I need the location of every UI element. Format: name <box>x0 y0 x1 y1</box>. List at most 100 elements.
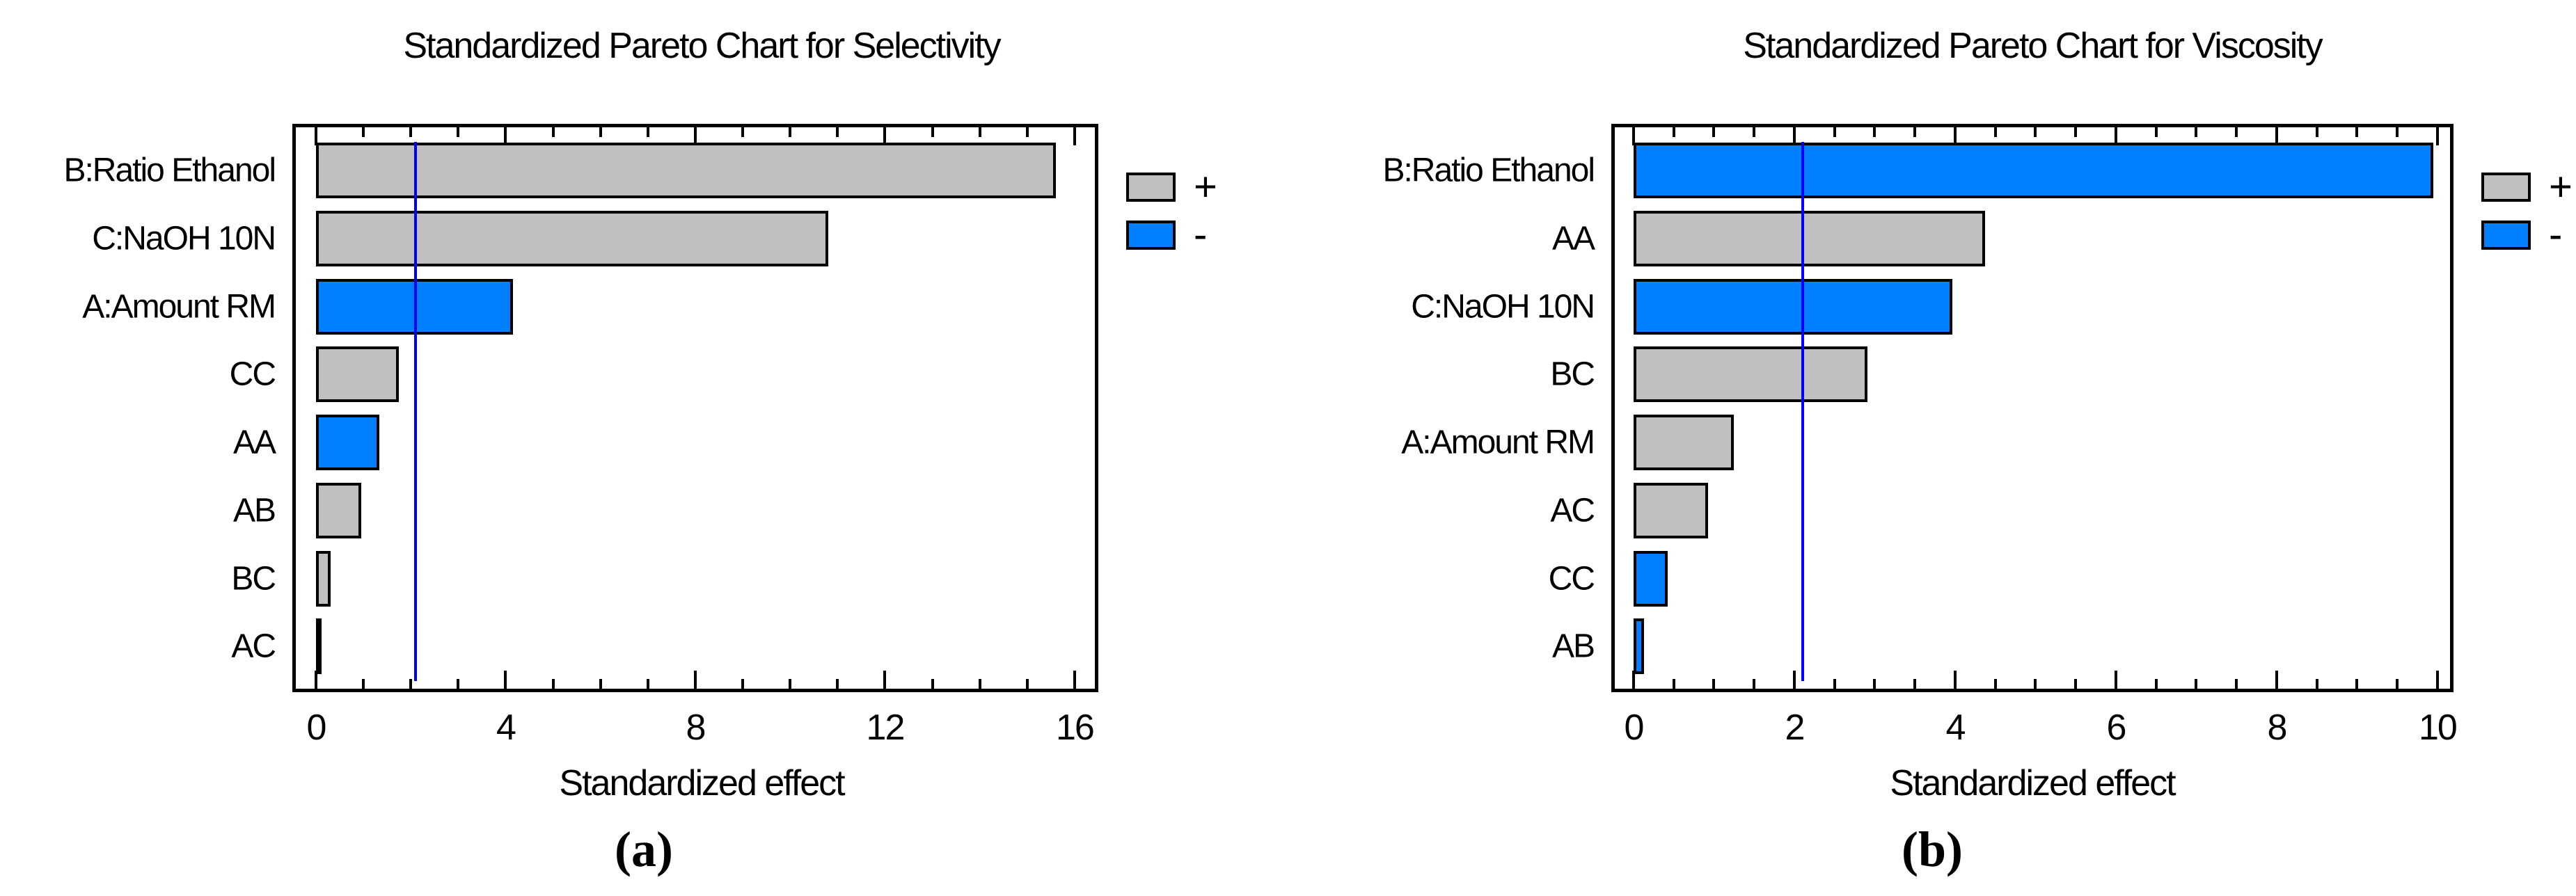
x-tick-major <box>1073 671 1076 689</box>
x-axis-title: Standardized effect <box>1890 763 2176 803</box>
x-tick-minor <box>836 127 839 137</box>
x-tick-minor <box>1833 127 1836 137</box>
x-tick-label: 10 <box>2418 707 2458 748</box>
bar-ab <box>316 482 362 538</box>
x-tick-minor <box>1753 679 1756 689</box>
x-tick-minor <box>741 127 745 137</box>
x-tick-minor <box>2396 127 2399 137</box>
x-tick-minor <box>2074 127 2078 137</box>
x-tick-minor <box>2074 679 2078 689</box>
x-tick-major <box>1953 671 1957 689</box>
reference-line <box>414 142 418 681</box>
x-tick-minor <box>1672 127 1675 137</box>
category-label: B:Ratio Ethanol <box>63 152 276 189</box>
x-tick-label: 4 <box>1945 707 1966 748</box>
x-tick-minor <box>599 679 602 689</box>
bar-b-ratio-ethanol <box>1634 143 2434 198</box>
category-label: B:Ratio Ethanol <box>1382 152 1595 189</box>
x-tick-minor <box>931 127 934 137</box>
x-tick-minor <box>1913 127 1917 137</box>
plot-area <box>1611 124 2453 692</box>
subfigure-caption: (a) <box>615 822 673 877</box>
category-label: A:Amount RM <box>1401 424 1595 461</box>
x-tick-label: 0 <box>306 707 327 748</box>
bar-aa <box>1634 210 1985 266</box>
legend-label: + <box>2549 164 2573 209</box>
x-tick-minor <box>1993 679 1997 689</box>
bar-cc <box>1634 550 1668 607</box>
negative-swatch <box>2481 221 2531 250</box>
category-label: C:NaOH 10N <box>92 220 276 257</box>
x-tick-label: 8 <box>686 707 706 748</box>
x-tick-major <box>315 127 317 145</box>
x-tick-minor <box>2396 679 2399 689</box>
x-tick-minor <box>1753 127 1756 137</box>
legend-item-negative: - <box>1126 212 1208 257</box>
x-tick-label: 16 <box>1056 707 1095 748</box>
x-tick-label: 4 <box>496 707 516 748</box>
x-tick-major <box>2114 127 2117 145</box>
subfigure-caption: (b) <box>1902 822 1963 877</box>
negative-swatch <box>1126 221 1176 250</box>
chart-title: Standardized Pareto Chart for Viscosity <box>1743 26 2323 66</box>
bar-bc <box>316 550 331 607</box>
x-tick-major <box>883 127 887 145</box>
x-tick-major <box>2275 671 2278 689</box>
legend-label: + <box>1194 164 1217 209</box>
x-tick-minor <box>599 127 602 137</box>
x-tick-major <box>693 127 697 145</box>
bar-cc <box>316 346 399 403</box>
x-tick-minor <box>551 679 555 689</box>
x-tick-minor <box>362 127 365 137</box>
x-tick-major <box>2275 127 2278 145</box>
x-tick-minor <box>1712 679 1716 689</box>
x-axis-title: Standardized effect <box>559 763 845 803</box>
category-label: A:Amount RM <box>82 288 276 325</box>
category-label: AC <box>231 627 276 665</box>
x-tick-major <box>504 127 507 145</box>
x-tick-major <box>1792 127 1796 145</box>
bar-ac <box>316 618 322 675</box>
reference-line <box>1801 142 1804 681</box>
category-label: AB <box>1551 627 1595 665</box>
x-tick-minor <box>2315 127 2318 137</box>
bar-c-naoh-10n <box>316 210 828 266</box>
bar-a-amount-rm <box>1634 415 1735 470</box>
category-label: CC <box>1548 560 1595 597</box>
x-tick-minor <box>741 679 745 689</box>
x-tick-minor <box>978 127 981 137</box>
legend-label: - <box>2549 212 2563 257</box>
x-tick-major <box>1792 671 1796 689</box>
x-tick-label: 8 <box>2267 707 2287 748</box>
x-tick-minor <box>551 127 555 137</box>
x-tick-major <box>883 671 887 689</box>
chart-title: Standardized Pareto Chart for Selectivit… <box>403 26 1001 66</box>
x-tick-minor <box>1025 679 1029 689</box>
x-tick-label: 2 <box>1785 707 1805 748</box>
x-tick-minor <box>789 127 792 137</box>
x-tick-minor <box>409 679 413 689</box>
x-tick-major <box>504 671 507 689</box>
x-tick-minor <box>2195 679 2198 689</box>
category-label: CC <box>229 355 276 393</box>
plot-area <box>292 124 1098 692</box>
x-tick-major <box>315 671 317 689</box>
x-tick-minor <box>1025 127 1029 137</box>
legend-item-negative: - <box>2481 212 2563 257</box>
x-tick-minor <box>646 127 649 137</box>
category-label: AB <box>232 492 276 529</box>
legend-item-positive: + <box>1126 164 1217 209</box>
category-label: BC <box>231 560 276 597</box>
bar-aa <box>316 415 380 470</box>
x-tick-minor <box>1712 127 1716 137</box>
category-label: C:NaOH 10N <box>1411 288 1595 325</box>
legend-label: - <box>1194 212 1208 257</box>
x-tick-minor <box>1993 127 1997 137</box>
x-tick-minor <box>1913 679 1917 689</box>
x-tick-minor <box>1873 679 1876 689</box>
x-tick-minor <box>2195 127 2198 137</box>
x-tick-minor <box>978 679 981 689</box>
x-tick-minor <box>2315 679 2318 689</box>
x-tick-minor <box>457 127 460 137</box>
x-tick-minor <box>2235 679 2238 689</box>
